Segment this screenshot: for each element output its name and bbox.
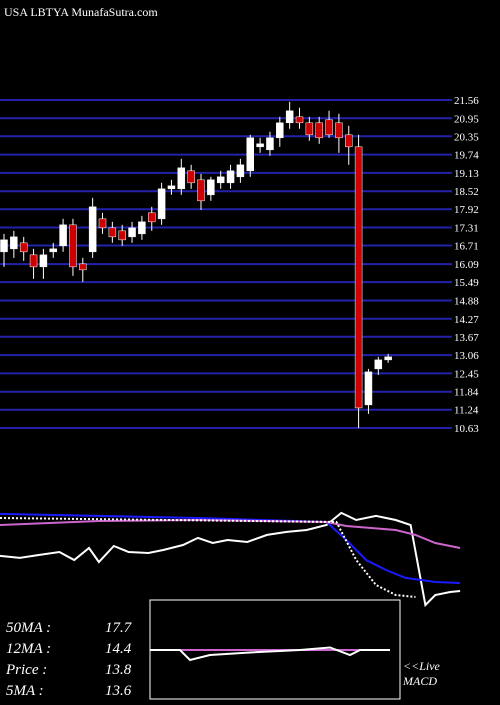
candle-body xyxy=(246,137,254,172)
candle-body xyxy=(19,242,28,253)
y-tick-label: 20.35 xyxy=(454,131,479,143)
candle-body xyxy=(285,110,294,124)
chart-title: USA LBTYA MunafaSutra.com xyxy=(4,5,158,19)
y-tick-label: 20.95 xyxy=(454,113,479,125)
stat-value: 14.4 xyxy=(105,641,132,657)
indicator-line xyxy=(0,511,461,608)
y-tick-label: 16.09 xyxy=(454,259,479,271)
candle-body xyxy=(29,254,38,268)
stat-value: 17.7 xyxy=(105,620,133,636)
candle-body xyxy=(266,137,274,151)
y-tick-label: 11.24 xyxy=(454,405,479,417)
candle-body xyxy=(118,230,126,241)
candle-body xyxy=(157,188,166,220)
candle-body xyxy=(98,218,107,229)
candle-body xyxy=(128,227,136,238)
candle-body xyxy=(177,167,186,190)
stat-label: 5MA : xyxy=(6,683,44,699)
candle-body xyxy=(335,122,343,139)
stat-label: 50MA : xyxy=(6,620,51,636)
stat-value: 13.8 xyxy=(105,662,132,678)
candle-body xyxy=(305,122,314,136)
candle-body xyxy=(39,254,48,268)
candle-body xyxy=(10,236,18,250)
y-tick-label: 17.31 xyxy=(454,223,479,235)
candle-body xyxy=(295,116,304,124)
stat-value: 13.6 xyxy=(105,683,132,699)
y-tick-label: 12.45 xyxy=(454,368,479,380)
y-tick-label: 21.56 xyxy=(454,95,479,107)
indicator-line xyxy=(0,518,461,549)
macd-caption: <<Live xyxy=(403,659,441,673)
y-tick-label: 19.74 xyxy=(454,150,479,162)
candle-body xyxy=(325,119,333,136)
y-tick-label: 19.13 xyxy=(454,168,479,180)
candle-body xyxy=(69,224,77,268)
candle-body xyxy=(236,164,245,178)
candle-body xyxy=(364,371,373,406)
candle-body xyxy=(148,212,156,223)
candle-body xyxy=(345,134,353,148)
y-tick-label: 14.27 xyxy=(454,314,479,326)
candle-body xyxy=(88,206,97,253)
candle-body xyxy=(354,146,363,409)
y-tick-label: 18.52 xyxy=(454,186,479,198)
y-tick-label: 11.84 xyxy=(454,387,479,399)
y-tick-label: 15.49 xyxy=(454,277,479,289)
candle-body xyxy=(216,176,225,184)
y-tick-label: 10.63 xyxy=(454,423,479,435)
candle-body xyxy=(49,248,57,253)
candle-body xyxy=(108,227,117,238)
candle-body xyxy=(79,263,87,271)
indicator-line xyxy=(150,646,390,662)
candle-body xyxy=(384,356,392,361)
candle-body xyxy=(0,239,8,253)
y-tick-label: 17.92 xyxy=(454,204,479,216)
y-tick-label: 13.67 xyxy=(454,332,479,344)
candle-body xyxy=(138,221,146,235)
indicator-line xyxy=(0,517,416,598)
stat-label: Price : xyxy=(5,662,47,678)
stat-label: 12MA : xyxy=(6,641,51,657)
candle-body xyxy=(187,170,195,184)
candle-body xyxy=(59,224,67,247)
macd-caption: MACD xyxy=(402,674,437,688)
candle-body xyxy=(276,122,284,139)
indicator-line xyxy=(0,512,461,584)
candle-body xyxy=(167,185,176,190)
candle-body xyxy=(315,122,323,139)
candle-body xyxy=(226,170,235,184)
candle-body xyxy=(256,143,264,148)
candle-body xyxy=(197,179,205,202)
y-tick-label: 13.06 xyxy=(454,350,479,362)
candle-body xyxy=(207,179,215,196)
y-tick-label: 14.88 xyxy=(454,295,479,307)
y-tick-label: 16.71 xyxy=(454,241,479,253)
candle-body xyxy=(374,359,383,370)
